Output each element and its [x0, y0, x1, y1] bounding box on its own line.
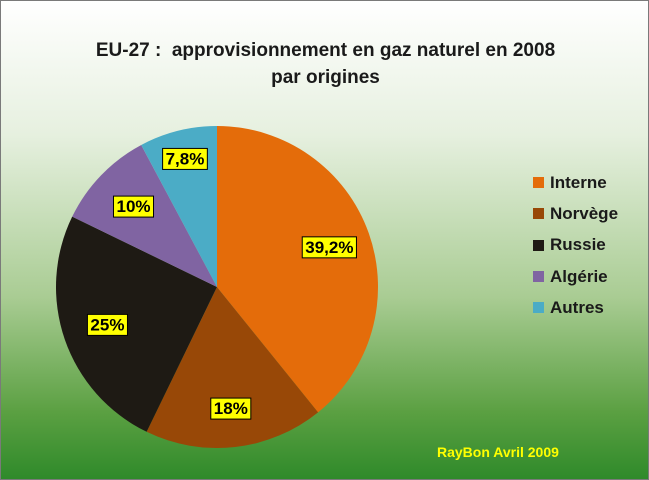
- pie-slices: [55, 126, 379, 449]
- legend-label: Algérie: [550, 266, 608, 286]
- legend-label: Russie: [550, 235, 606, 255]
- chart-title: EU-27 : approvisionnement en gaz naturel…: [1, 37, 648, 91]
- legend-label: Autres: [550, 297, 604, 317]
- data-label-russie: 25%: [86, 313, 128, 336]
- legend-item-russie: Russie: [533, 230, 618, 261]
- legend-label: Interne: [550, 172, 607, 192]
- legend-swatch: [533, 302, 544, 314]
- data-label-interne: 39,2%: [301, 236, 357, 259]
- svg-text:10%: 10%: [116, 197, 150, 216]
- svg-text:39,2%: 39,2%: [305, 238, 353, 257]
- legend-swatch: [533, 177, 544, 189]
- pie-data-labels: 39,2% 18% 25% 10% 7,8%: [86, 147, 357, 420]
- legend-swatch: [533, 208, 544, 220]
- data-label-norvège: 18%: [210, 397, 252, 420]
- legend-item-norvège: Norvège: [533, 198, 618, 229]
- svg-text:18%: 18%: [214, 399, 248, 418]
- chart-title-line1: EU-27 : approvisionnement en gaz naturel…: [95, 40, 556, 61]
- data-label-autres: 7,8%: [162, 147, 208, 170]
- chart-subtitle: par origines: [271, 67, 380, 88]
- legend-swatch: [533, 271, 544, 283]
- svg-text:7,8%: 7,8%: [166, 149, 205, 168]
- credit-text: RayBon Avril 2009: [437, 444, 559, 460]
- legend: Interne Norvège Russie Algérie Autres: [533, 167, 618, 323]
- pie-slice-norvège: [146, 287, 319, 449]
- legend-swatch: [533, 239, 544, 251]
- svg-text:25%: 25%: [90, 315, 124, 334]
- legend-label: Norvège: [550, 203, 619, 223]
- legend-item-autres: Autres: [533, 292, 618, 323]
- pie-slice-russie: [55, 216, 217, 432]
- pie-slice-interne: [217, 126, 379, 413]
- data-label-algérie: 10%: [112, 195, 155, 218]
- legend-item-algérie: Algérie: [533, 261, 618, 292]
- legend-item-interne: Interne: [533, 167, 618, 198]
